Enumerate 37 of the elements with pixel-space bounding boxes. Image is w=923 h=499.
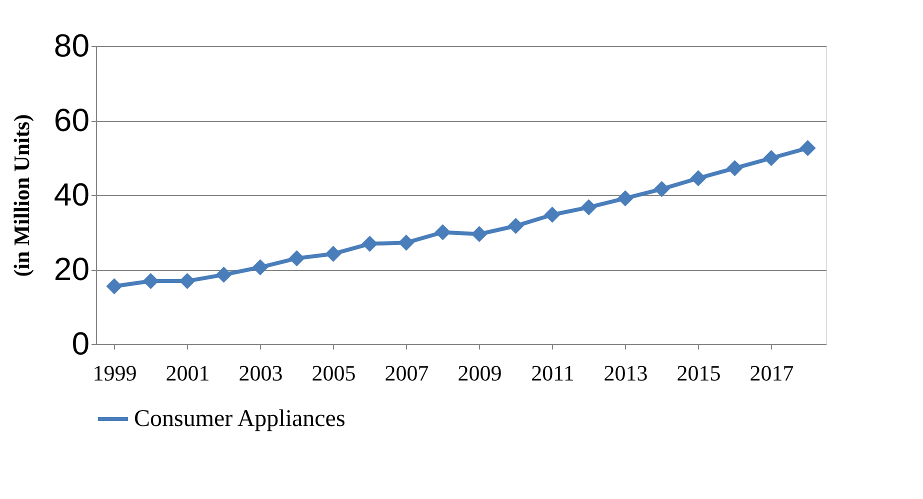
point: [617, 190, 634, 206]
x-tick-label: 1999: [92, 360, 137, 386]
point: [508, 218, 524, 234]
point: [252, 259, 268, 276]
y-tick-label: 20: [54, 251, 90, 287]
point: [800, 140, 816, 156]
point: [142, 272, 159, 290]
point: [690, 170, 706, 186]
y-tick-label: 80: [54, 28, 90, 64]
x-tick-label: 2009: [458, 360, 502, 386]
x-tick-label: 2015: [676, 360, 721, 386]
y-axis-title: (in Million Units): [8, 114, 34, 277]
point: [654, 180, 670, 198]
point: [179, 272, 196, 290]
point: [288, 250, 305, 266]
point: [726, 160, 743, 176]
point: [580, 199, 597, 216]
y-tick-label: 0: [72, 326, 90, 362]
x-tick-label: 2013: [604, 360, 648, 386]
x-tick-label: 2017: [750, 360, 794, 386]
point: [106, 278, 122, 294]
point: [434, 224, 451, 240]
x-tick-label: 2011: [531, 360, 574, 386]
point: [362, 236, 378, 252]
point: [216, 266, 232, 283]
point: [398, 234, 414, 251]
x-tick-label: 2003: [238, 360, 283, 386]
point: [325, 246, 342, 262]
point: [763, 150, 780, 166]
x-tick-label: 2007: [384, 360, 429, 386]
point: [471, 226, 488, 242]
y-tick-label: 40: [54, 176, 90, 212]
legend-label: Consumer Appliances: [134, 406, 346, 432]
point: [544, 206, 560, 223]
x-tick-label: 2005: [312, 360, 356, 386]
x-tick-label: 2001: [166, 360, 210, 386]
y-tick-label: 60: [54, 102, 90, 138]
